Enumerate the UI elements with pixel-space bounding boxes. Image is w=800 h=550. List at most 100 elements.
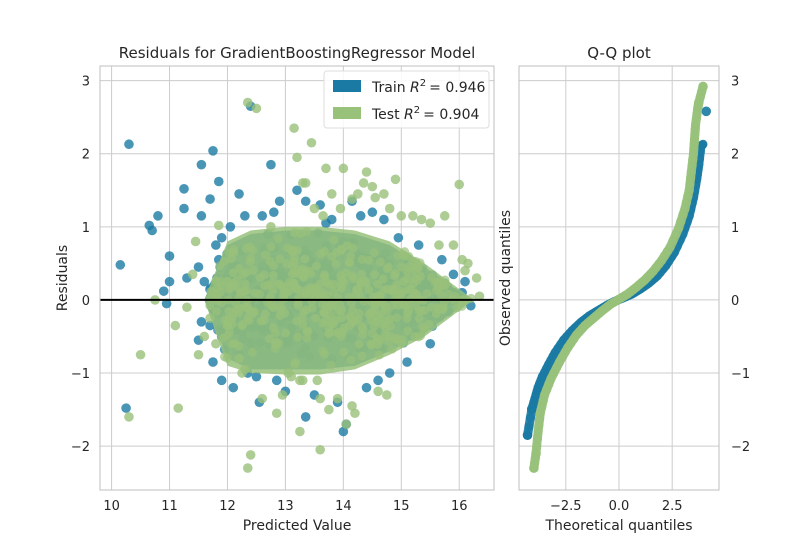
- test-point: [341, 268, 351, 278]
- test-point: [206, 286, 216, 296]
- test-point: [369, 269, 379, 279]
- test-point: [337, 313, 347, 323]
- test-point: [419, 305, 429, 315]
- train-point: [193, 262, 204, 272]
- x-tick-label: 16: [451, 499, 468, 514]
- test-point: [287, 246, 297, 256]
- legend-test-metric-sup: 2: [414, 105, 420, 116]
- test-point: [211, 338, 221, 349]
- test-point: [448, 240, 459, 250]
- test-point: [270, 328, 280, 338]
- test-point: [326, 311, 336, 321]
- test-point: [347, 401, 357, 411]
- train-point: [216, 232, 227, 243]
- test-point: [357, 351, 367, 361]
- legend-train-metric-sup: 2: [420, 78, 426, 89]
- test-point: [369, 321, 379, 331]
- test-point: [190, 236, 201, 247]
- train-point: [269, 207, 279, 218]
- test-point: [239, 302, 249, 312]
- legend-test-label: Test R2 = 0.904: [371, 105, 479, 123]
- test-point: [286, 371, 297, 382]
- qq-plot-title: Q-Q plot: [587, 44, 651, 62]
- x-tick-label: 10: [103, 499, 120, 514]
- test-point: [311, 283, 321, 293]
- test-point: [390, 174, 401, 185]
- test-point: [373, 340, 383, 350]
- test-point: [241, 267, 251, 277]
- train-point: [216, 375, 227, 386]
- train-point: [228, 382, 239, 393]
- test-point: [341, 419, 352, 430]
- test-point: [173, 403, 184, 413]
- train-point: [225, 222, 236, 232]
- qq-test-point: [532, 433, 543, 444]
- test-point: [281, 328, 291, 338]
- test-point: [439, 211, 450, 221]
- test-point: [434, 240, 444, 250]
- qq-test-point: [532, 441, 542, 451]
- test-point: [248, 309, 258, 319]
- test-point: [422, 288, 432, 298]
- test-point: [390, 268, 400, 278]
- test-point: [271, 408, 282, 419]
- test-point: [259, 316, 269, 326]
- test-point: [248, 265, 258, 275]
- test-point: [416, 214, 427, 225]
- legend-test-metric: R: [404, 107, 414, 123]
- qq-grid: [519, 66, 719, 490]
- test-point: [205, 301, 215, 311]
- test-point: [292, 316, 302, 326]
- y-tick-label: 3: [731, 75, 739, 90]
- test-point: [367, 307, 377, 317]
- test-point: [425, 218, 436, 228]
- train-point: [208, 146, 218, 156]
- qq-y-axis-label: Observed quantiles: [498, 210, 514, 346]
- residuals-points: [115, 97, 485, 473]
- test-point: [306, 137, 317, 148]
- test-point: [399, 277, 409, 287]
- test-point: [339, 323, 349, 333]
- train-point: [196, 317, 207, 327]
- test-point: [382, 284, 392, 294]
- test-point: [307, 296, 317, 306]
- test-point: [264, 334, 274, 344]
- test-point: [273, 233, 283, 243]
- test-point: [227, 314, 237, 324]
- y-tick-label: −2: [71, 440, 90, 455]
- test-point: [356, 269, 366, 279]
- train-point: [147, 225, 157, 236]
- residuals-plot-title: Residuals for GradientBoostingRegressor …: [119, 44, 476, 62]
- train-point: [448, 269, 459, 280]
- legend-train-metric: R: [410, 80, 420, 96]
- qq-train-point: [524, 421, 534, 432]
- residuals-plot-frame: [99, 65, 495, 491]
- test-point: [321, 163, 331, 174]
- residuals-x-axis-label: Predicted Value: [243, 518, 352, 534]
- test-point: [331, 259, 341, 269]
- test-point: [378, 274, 388, 284]
- qq-test-point: [531, 448, 541, 459]
- train-point: [300, 412, 311, 422]
- test-point: [358, 178, 369, 188]
- train-point: [179, 184, 189, 194]
- test-point: [135, 349, 146, 360]
- y-tick-label: 2: [731, 148, 739, 163]
- test-point: [346, 355, 356, 365]
- test-point: [298, 264, 308, 274]
- train-point: [274, 196, 285, 207]
- test-point: [289, 268, 299, 278]
- test-point: [364, 255, 374, 265]
- test-point: [247, 347, 257, 357]
- test-point: [266, 222, 276, 232]
- test-point: [268, 270, 278, 280]
- test-point: [367, 181, 378, 192]
- test-point: [245, 450, 256, 460]
- test-point: [285, 281, 295, 291]
- test-point: [324, 404, 334, 415]
- test-point: [369, 248, 379, 258]
- test-point: [426, 302, 436, 312]
- test-point: [338, 163, 349, 174]
- test-point: [374, 350, 384, 360]
- y-tick-label: 3: [82, 75, 90, 90]
